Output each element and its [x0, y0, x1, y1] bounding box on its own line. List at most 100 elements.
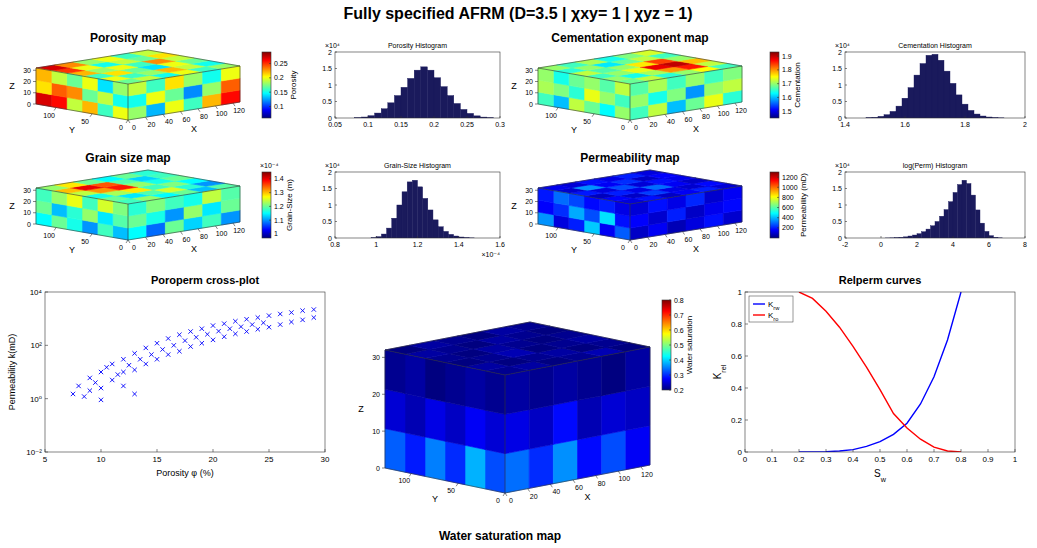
- x-tick-label: 40: [667, 118, 675, 125]
- legend-label: Krw: [768, 300, 780, 311]
- z-tick-label: 10: [23, 89, 31, 96]
- y-tick-label: 100: [398, 477, 410, 484]
- map-cell: [129, 50, 163, 56]
- x-tick-label: 100: [618, 475, 630, 482]
- colorbar-tick-label: 1.4: [274, 175, 284, 182]
- y-tick: [503, 493, 505, 496]
- x-tick: [101, 449, 102, 452]
- z-tick: [535, 212, 538, 213]
- z-tick: [33, 104, 36, 105]
- scatter-point: [188, 344, 192, 348]
- hist-bar: [402, 192, 407, 238]
- colorbar-tick: [777, 187, 779, 188]
- scatter-point: [160, 347, 164, 351]
- x-tick-label: 0.7: [928, 455, 940, 464]
- colorbar: [262, 52, 271, 118]
- x-tick-label: 60: [183, 236, 191, 243]
- x-tick-label: -2: [842, 241, 848, 248]
- y-tick-label: 0.5: [832, 218, 842, 225]
- cube-edge: [36, 170, 240, 240]
- z-tick: [33, 224, 36, 225]
- x-tick: [641, 467, 643, 470]
- hist-bar: [397, 205, 402, 238]
- x-tick-label: 0.1: [363, 121, 373, 128]
- colorbar-tick-label: 1.7: [782, 80, 792, 87]
- volume-map: 0204060801001200501000102030XYZGrain siz…: [9, 151, 294, 255]
- x-tick: [434, 116, 435, 118]
- x-tick: [700, 109, 702, 112]
- z-tick-label: 0: [27, 221, 31, 228]
- hist-bar: [890, 111, 896, 118]
- map-cell: [529, 366, 553, 410]
- x-tick-label: 15: [153, 455, 162, 464]
- colorbar-tick-label: 1.3: [274, 189, 284, 196]
- x-tick-label: 0.3: [820, 455, 832, 464]
- y-tick: [745, 292, 748, 293]
- plot-area: [45, 292, 325, 452]
- x-tick: [198, 229, 200, 232]
- scatter-point: [267, 325, 271, 329]
- hist-bar: [423, 198, 428, 238]
- colorbar-tick: [269, 77, 271, 78]
- x-tick-label: 0.3: [495, 121, 505, 128]
- colorbar-tick: [269, 63, 271, 64]
- y-tick: [409, 473, 411, 476]
- y-tick-label: 0: [328, 235, 332, 242]
- x-tick-label: 0: [879, 241, 883, 248]
- x-tick: [368, 116, 369, 118]
- x-tick-label: 80: [702, 113, 710, 120]
- hist-bar: [448, 234, 453, 238]
- y-tick: [745, 452, 748, 453]
- scatter-point: [228, 327, 232, 331]
- plot-frame: [45, 292, 325, 452]
- hist-bar: [976, 210, 981, 238]
- map-cell: [553, 361, 577, 405]
- panel-title: Relperm curves: [839, 274, 922, 286]
- map-cell: [405, 354, 425, 398]
- x-tick: [826, 449, 827, 452]
- scatter-point: [132, 368, 136, 372]
- scatter-point: [127, 363, 131, 367]
- x-tick-label: 0: [743, 455, 748, 464]
- scatter-point: [166, 336, 170, 340]
- colorbar-tick-label: 1000: [782, 184, 798, 191]
- x-tick-label: 0.5: [874, 455, 886, 464]
- map-cell: [578, 356, 602, 400]
- x-tick: [528, 489, 530, 492]
- scatter-point: [244, 329, 248, 333]
- hist-bar: [447, 96, 454, 118]
- x-tick: [401, 116, 402, 118]
- map-cell: [602, 430, 626, 474]
- y-tick: [628, 240, 630, 243]
- x-tick-label: 60: [685, 236, 693, 243]
- colorbar-tick-label: 800: [782, 194, 794, 201]
- map-cell: [385, 350, 405, 394]
- cube-edge: [538, 170, 742, 240]
- colorbar-tick-label: 0.6: [674, 327, 684, 334]
- y-tick-label: 100: [545, 112, 557, 119]
- hist-bar: [989, 236, 994, 238]
- y-tick-label: 0.6: [731, 352, 743, 361]
- map-cell: [578, 396, 602, 440]
- x-tick: [881, 236, 882, 238]
- z-tick-label: 30: [23, 187, 31, 194]
- hist-bar: [896, 106, 902, 118]
- map-cell: [405, 394, 425, 438]
- hist-bar: [375, 113, 382, 118]
- map-cell: [553, 400, 577, 444]
- colorbar-tick-label: 1.5: [782, 108, 792, 115]
- x-tick-label: 0: [132, 244, 136, 251]
- z-tick: [535, 70, 538, 71]
- lines: [799, 292, 961, 452]
- hist-bar: [962, 180, 967, 238]
- scatter-point: [256, 327, 260, 331]
- map-cell: [465, 406, 485, 450]
- y-tick-label: 0.5: [322, 218, 332, 225]
- x-tick-label: 0.8: [955, 455, 967, 464]
- colorbar-tick: [669, 360, 671, 361]
- y-tick: [456, 483, 458, 486]
- hist-bar: [980, 223, 985, 238]
- z-tick: [535, 201, 538, 202]
- z-tick-label: 20: [372, 391, 380, 398]
- hist-bar: [884, 115, 890, 118]
